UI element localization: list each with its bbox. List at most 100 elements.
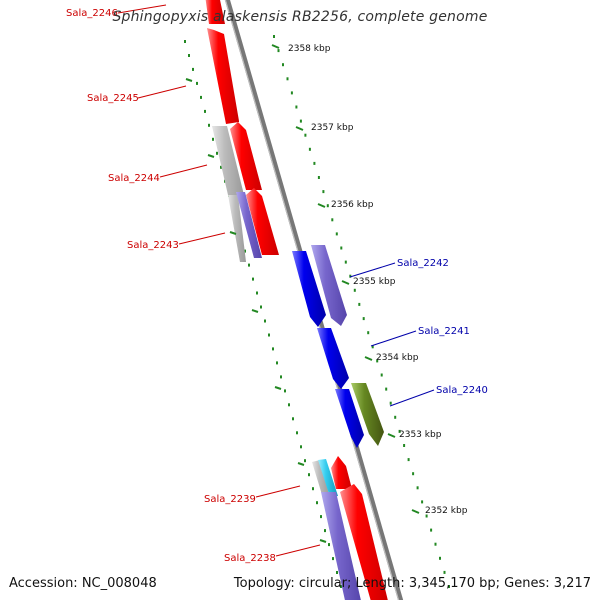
gene-arrow	[321, 492, 361, 600]
tick-dot	[204, 109, 206, 113]
tick-dot	[184, 40, 186, 43]
gene-arrow	[228, 195, 246, 262]
tick-dot	[322, 190, 325, 194]
tick-dot	[403, 444, 406, 447]
tick-dotted-lanes	[184, 35, 450, 588]
tick-dot	[344, 260, 347, 264]
tick-dot	[264, 319, 266, 323]
accession-text: Accession: NC_008048	[9, 576, 157, 591]
tick-dot	[407, 458, 410, 462]
label-leader-line	[370, 330, 417, 347]
label-leader-line	[178, 232, 226, 245]
kbp-minor-tick	[185, 78, 193, 82]
tick-dot	[416, 486, 419, 490]
tick-dot	[248, 263, 250, 267]
tick-dot	[292, 417, 294, 421]
tick-dot	[367, 331, 370, 335]
gene-arrow	[207, 28, 239, 124]
tick-dot	[212, 137, 214, 141]
tick-dot	[317, 176, 320, 179]
tick-dot	[295, 105, 298, 109]
tick-dot	[398, 429, 401, 433]
genome-summary-text: Topology: circular; Length: 3,345,170 bp…	[233, 576, 591, 591]
tick-dot	[299, 119, 302, 123]
gene-arrow	[246, 188, 279, 255]
tick-dot	[288, 403, 290, 407]
tick-dot	[328, 543, 330, 547]
gene-label[interactable]: Sala_2239	[204, 494, 256, 505]
gene-arrow	[335, 389, 364, 448]
tick-dot	[412, 472, 415, 476]
tick-dot	[324, 529, 326, 533]
gene-label[interactable]: Sala_2241	[418, 326, 470, 337]
tick-dot	[252, 277, 254, 281]
gene-label[interactable]: Sala_2240	[436, 385, 488, 396]
tick-dot	[340, 246, 343, 250]
tick-dot	[296, 431, 298, 435]
tick-dot	[313, 161, 316, 165]
kbp-tick-label: 2353 kbp	[399, 430, 442, 440]
tick-dot	[389, 401, 392, 405]
label-leader-line	[255, 485, 301, 498]
kbp-tick-label: 2358 kbp	[288, 44, 331, 54]
tick-dot	[376, 359, 379, 363]
tick-dot	[332, 557, 334, 561]
tick-dot	[300, 445, 302, 449]
tick-dot	[312, 487, 314, 491]
tick-dot	[308, 147, 311, 151]
kbp-tick-label: 2357 kbp	[311, 123, 354, 133]
tick-dot	[273, 35, 275, 38]
tick-dot	[336, 571, 338, 574]
gene-features	[205, 0, 388, 600]
tick-dot	[304, 133, 307, 137]
kbp-tick-mark	[387, 433, 396, 438]
kbp-tick-mark	[341, 280, 350, 285]
gene-arrow	[317, 328, 349, 389]
gene-label[interactable]: Sala_2243	[127, 240, 179, 251]
tick-dot	[216, 151, 218, 155]
gene-arrow	[212, 126, 244, 195]
gene-arrow	[230, 122, 262, 190]
gene-arrow	[312, 460, 330, 498]
tick-dot	[358, 302, 361, 306]
gene-arrow	[292, 251, 326, 327]
gene-arrow	[351, 383, 384, 446]
kbp-tick-label: 2354 kbp	[376, 353, 419, 363]
gene-label[interactable]: Sala_2246	[66, 8, 118, 19]
tick-dot	[340, 585, 342, 588]
gene-arrow	[236, 192, 262, 258]
tick-dot	[290, 91, 293, 95]
gene-arrow	[318, 459, 338, 497]
kbp-minor-tick	[319, 539, 327, 543]
label-leader-line	[275, 544, 321, 557]
gene-label[interactable]: Sala_2244	[108, 173, 160, 184]
tick-dot	[277, 49, 280, 53]
tick-dot	[421, 500, 424, 504]
gene-label[interactable]: Sala_2245	[87, 93, 139, 104]
tick-dot	[443, 570, 446, 574]
gene-labels: Sala_2246 Sala_2245 Sala_2244 Sala_2243 …	[66, 4, 488, 564]
tick-dot	[371, 345, 374, 349]
tick-dot	[268, 333, 270, 337]
tick-dot	[320, 515, 322, 519]
label-leader-line	[349, 262, 396, 278]
tick-dot	[188, 54, 190, 57]
kbp-tick-mark	[411, 509, 420, 514]
tick-dot	[272, 347, 274, 351]
kbp-tick-label: 2355 kbp	[353, 277, 396, 287]
kbp-minor-tick	[274, 386, 282, 390]
kbp-tick-label: 2352 kbp	[425, 506, 468, 516]
tick-dot	[439, 556, 441, 560]
gene-label[interactable]: Sala_2242	[397, 258, 449, 269]
gene-label[interactable]: Sala_2238	[224, 553, 276, 564]
tick-dot	[385, 387, 388, 391]
kbp-tick-mark	[364, 356, 373, 361]
tick-dot	[434, 542, 437, 546]
gene-arrow	[340, 484, 388, 600]
gene-arrow	[205, 0, 225, 24]
tick-dot	[394, 415, 397, 419]
tick-dot	[276, 361, 278, 365]
tick-dot	[192, 67, 194, 71]
tick-dot	[362, 317, 365, 321]
kbp-tick-mark	[317, 203, 326, 208]
